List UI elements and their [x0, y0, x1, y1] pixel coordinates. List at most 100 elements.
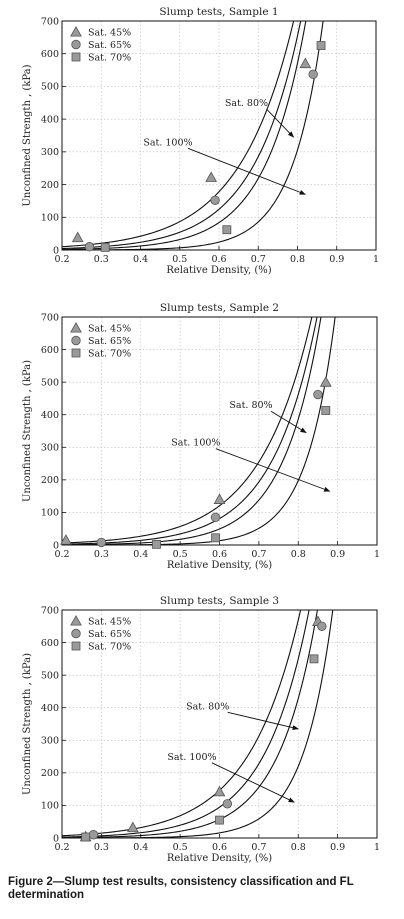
x-tick-label: 1 — [374, 842, 380, 853]
annotation-arrow — [211, 762, 295, 803]
x-tick-label: 1 — [374, 549, 380, 560]
x-tick-label: 0.8 — [291, 842, 306, 853]
chart-title: Slump tests, Sample 3 — [160, 595, 279, 607]
annotation-label: Sat. 80% — [186, 701, 229, 712]
fit-curve-2 — [62, 317, 318, 545]
x-tick-label: 0.5 — [172, 254, 187, 265]
y-tick-label: 0 — [53, 245, 59, 256]
x-tick-label: 0.4 — [133, 254, 148, 265]
annotation-arrow — [266, 108, 295, 138]
triangle-marker — [70, 321, 82, 333]
x-tick-label: 0.6 — [212, 842, 227, 853]
square-marker — [309, 654, 319, 664]
x-tick-label: 0.7 — [251, 549, 266, 560]
circle-marker — [71, 628, 81, 639]
y-tick-label: 600 — [41, 638, 59, 649]
annotation-arrow — [215, 448, 331, 492]
square-marker — [71, 641, 81, 651]
x-tick-label: 0.9 — [330, 842, 345, 853]
circle-marker — [71, 39, 81, 50]
y-tick-label: 0 — [53, 833, 59, 844]
y-tick-label: 400 — [41, 114, 59, 125]
y-tick-label: 700 — [41, 16, 59, 27]
x-tick-label: 0.8 — [291, 549, 306, 560]
legend-entry: Sat. 70% — [88, 53, 131, 64]
y-tick-label: 400 — [41, 410, 59, 421]
square-marker — [100, 242, 110, 252]
y-tick-label: 300 — [41, 736, 59, 747]
annotation-label: Sat. 100% — [171, 438, 220, 449]
square-marker — [321, 406, 331, 415]
triangle-marker — [70, 614, 82, 626]
x-tick-label: 0.7 — [251, 254, 266, 265]
y-tick-label: 600 — [41, 345, 59, 356]
x-tick-label: 0.4 — [133, 549, 148, 560]
legend-entry: Sat. 70% — [88, 349, 131, 360]
circle-marker — [317, 621, 327, 631]
triangle-marker — [126, 821, 139, 833]
y-axis-label: Unconfined Strength , (kPa) — [22, 360, 33, 502]
circle-marker — [210, 512, 221, 523]
x-axis-label: Relative Density, (%) — [167, 560, 272, 571]
annotation-label: Sat. 100% — [167, 752, 216, 763]
chart-title: Slump tests, Sample 1 — [159, 6, 278, 18]
fit-curve-1 — [62, 610, 302, 837]
legend-entry: Sat. 65% — [88, 336, 131, 347]
circle-marker — [222, 799, 233, 809]
y-tick-label: 400 — [41, 703, 59, 714]
y-tick-label: 0 — [53, 540, 59, 551]
y-tick-label: 300 — [41, 443, 59, 454]
x-tick-label: 0.5 — [173, 549, 188, 560]
y-tick-label: 700 — [41, 312, 59, 323]
y-tick-label: 500 — [41, 377, 59, 388]
y-tick-label: 100 — [41, 213, 59, 224]
annotation-arrow — [187, 147, 306, 195]
square-marker — [211, 533, 220, 543]
x-tick-label: 0.2 — [54, 842, 69, 853]
x-tick-label: 0.2 — [54, 549, 69, 560]
x-tick-label: 0.4 — [133, 842, 148, 853]
legend-entry: Sat. 65% — [88, 40, 131, 51]
x-tick-label: 0.9 — [330, 549, 345, 560]
triangle-marker — [299, 57, 312, 69]
legend-entry: Sat. 45% — [88, 28, 131, 39]
triangle-marker — [319, 376, 332, 387]
triangle-marker — [213, 493, 226, 504]
y-axis-label: Unconfined Strength , (kPa) — [22, 653, 33, 795]
legend-entry: Sat. 65% — [88, 629, 131, 640]
x-tick-label: 0.3 — [94, 254, 109, 265]
square-marker — [71, 52, 81, 62]
x-tick-label: 0.2 — [54, 254, 69, 265]
y-tick-label: 500 — [41, 82, 59, 93]
circle-marker — [96, 537, 107, 548]
square-marker — [316, 41, 326, 50]
x-tick-label: 0.6 — [211, 254, 226, 265]
legend-entry: Sat. 70% — [88, 642, 131, 653]
circle-marker — [308, 69, 318, 80]
y-tick-label: 700 — [41, 605, 59, 616]
triangle-marker — [213, 785, 226, 797]
x-tick-label: 0.3 — [94, 549, 109, 560]
chart-title: Slump tests, Sample 2 — [160, 302, 279, 314]
legend-entry: Sat. 45% — [88, 324, 131, 335]
annotation-label: Sat. 100% — [143, 137, 192, 148]
square-marker — [81, 832, 91, 842]
annotation-arrow — [227, 711, 299, 731]
x-tick-label: 0.5 — [173, 842, 188, 853]
triangle-marker — [205, 171, 218, 182]
chart-panel-2: Slump tests, Sample 2 0.2 0.3 0.4 0.5 0.6 0.7 0… — [22, 302, 380, 571]
y-tick-label: 300 — [41, 147, 59, 158]
square-marker — [222, 225, 232, 235]
x-tick-label: 0.6 — [212, 549, 227, 560]
x-tick-label: 0.3 — [94, 842, 109, 853]
annotation-label: Sat. 80% — [225, 98, 268, 109]
triangle-marker — [60, 534, 72, 545]
y-axis-label: Unconfined Strength , (kPa) — [22, 64, 33, 206]
triangle-marker — [70, 25, 82, 37]
fit-curve-3 — [62, 610, 318, 838]
chart-panel-1: Slump tests, Sample 1 0.2 0.3 0.4 0.5 0.6 0.7 0… — [22, 6, 379, 276]
circle-marker — [88, 830, 99, 840]
y-tick-label: 200 — [41, 475, 59, 486]
annotation-arrow — [270, 410, 307, 434]
